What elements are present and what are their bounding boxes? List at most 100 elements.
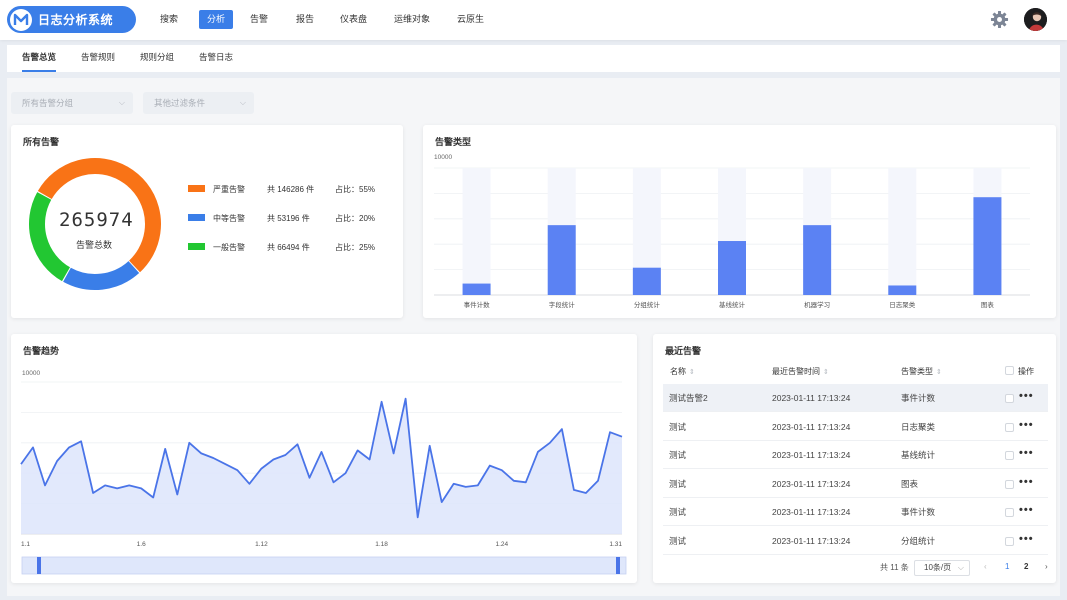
zoom-slider-handle-right[interactable] [616, 557, 620, 574]
nav-item[interactable]: 运维对象 [394, 14, 431, 24]
row-checkbox[interactable] [1005, 422, 1014, 432]
column-type-header[interactable]: 告警类型 ⇕ [901, 367, 942, 376]
nav-item[interactable]: 告警 [250, 14, 269, 24]
table-row[interactable]: 测试 2023-01-11 17:13:24 图表 ••• [663, 470, 1048, 498]
row-checkbox[interactable] [1005, 536, 1014, 546]
nav-item[interactable]: 报告 [296, 14, 315, 24]
sort-icon[interactable]: ⇕ [936, 369, 942, 376]
trend-area [21, 398, 622, 534]
other-filter[interactable]: 其他过滤条件 ⌵ [143, 92, 254, 114]
x-tick-label: 图表 [981, 300, 995, 309]
more-actions-icon[interactable]: ••• [1019, 532, 1034, 545]
table-row[interactable]: 测试 2023-01-11 17:13:24 基线统计 ••• [663, 441, 1048, 469]
subtab-item[interactable]: 规则分组 [140, 52, 175, 62]
select-all-checkbox[interactable] [1005, 366, 1014, 375]
row-name: 测试告警2 [669, 393, 708, 403]
alert-trend-card: 告警趋势 10000 1.1 1.6 1.12 1.18 1.24 1.31 [11, 334, 637, 583]
row-time: 2023-01-11 17:13:24 [772, 478, 851, 489]
table-row[interactable]: 测试 2023-01-11 17:13:24 分组统计 ••• [663, 527, 1048, 555]
row-name: 测试 [669, 478, 687, 489]
more-actions-icon[interactable]: ••• [1019, 390, 1034, 402]
bar-基线统计[interactable] [718, 241, 746, 295]
more-actions-icon[interactable]: ••• [1019, 418, 1034, 431]
sort-icon[interactable]: ⇕ [823, 369, 829, 376]
donut-chart [25, 154, 165, 294]
prev-page-button[interactable]: ‹ [984, 562, 987, 571]
x-tick-label: 机器学习 [804, 300, 830, 309]
legend-swatch [188, 185, 205, 192]
logo-icon [10, 8, 32, 31]
bar-机器学习[interactable] [803, 225, 832, 295]
bar-字段统计[interactable] [547, 225, 576, 295]
total-alert-count: 265974 [59, 209, 134, 231]
nav-item[interactable]: 仪表盘 [340, 14, 368, 24]
row-name: 测试 [669, 450, 687, 460]
next-page-button[interactable]: › [1045, 562, 1048, 571]
nav-item[interactable]: 分析 [199, 10, 234, 29]
subtab-item[interactable]: 告警总览 [22, 45, 57, 72]
table-row[interactable]: 测试 2023-01-11 17:13:24 日志聚类 ••• [663, 413, 1048, 441]
nav-item[interactable]: 搜索 [160, 14, 179, 24]
page-1-button[interactable]: 1 [1005, 562, 1010, 571]
row-checkbox[interactable] [1005, 394, 1014, 403]
more-actions-icon[interactable]: ••• [1019, 475, 1034, 488]
x-tick-label: 1.18 [375, 541, 388, 548]
gear-icon[interactable] [990, 10, 1009, 29]
app-logo[interactable]: 日志分析系统 [7, 6, 136, 33]
column-actions-header: 操作 [1018, 367, 1034, 376]
table-row[interactable]: 测试 2023-01-11 17:13:24 事件计数 ••• [663, 498, 1048, 526]
more-actions-icon[interactable]: ••• [1019, 504, 1034, 516]
legend-ratio: 占比：55% [335, 185, 376, 194]
row-type: 图表 [901, 478, 919, 489]
all-alerts-title: 所有告警 [23, 137, 60, 147]
nav-item[interactable]: 云原生 [457, 14, 485, 24]
alert-trend-title: 告警趋势 [23, 346, 60, 356]
legend-ratio: 占比：20% [335, 214, 376, 223]
row-time: 2023-01-11 17:13:24 [772, 421, 851, 432]
row-time: 2023-01-11 17:13:24 [772, 507, 851, 517]
row-time: 2023-01-11 17:13:24 [772, 450, 851, 460]
legend-count: 共 66494 件 [267, 243, 310, 252]
chevron-down-icon: ⌵ [957, 563, 964, 572]
x-tick-label: 分组统计 [634, 300, 661, 309]
alert-group-filter[interactable]: 所有告警分组 ⌵ [11, 92, 133, 114]
alert-type-bar-chart: 10000 事件计数 字段统计 分组统计 基线统计 机器学习 日志聚类 图表 [434, 154, 1030, 309]
bar-日志聚类[interactable] [888, 285, 917, 295]
table-row[interactable]: 测试告警2 2023-01-11 17:13:24 事件计数 ••• [663, 384, 1048, 412]
alert-type-card: 告警类型 10000 事件计数 字段统计 分组统计 基线统计 机器学习 日志聚类 图表 [423, 125, 1056, 318]
y-max-label: 10000 [22, 370, 40, 377]
trend-line[interactable] [20, 397, 623, 519]
y-max-label: 10000 [434, 154, 452, 161]
row-name: 测试 [669, 507, 687, 517]
row-checkbox[interactable] [1005, 508, 1014, 517]
donut-slice[interactable] [25, 154, 165, 294]
zoom-slider-handle-left[interactable] [37, 557, 41, 574]
column-name-header[interactable]: 名称 ⇕ [670, 367, 695, 376]
row-type: 事件计数 [901, 393, 936, 403]
legend-name: 中等告警 [213, 214, 245, 223]
chevron-down-icon: ⌵ [118, 98, 125, 107]
bar-图表[interactable] [973, 197, 1002, 295]
zoom-slider-track[interactable] [21, 556, 627, 575]
user-avatar[interactable] [1024, 8, 1047, 31]
donut-slice[interactable] [25, 154, 165, 294]
row-checkbox[interactable] [1005, 451, 1014, 460]
subtab-item[interactable]: 告警规则 [81, 52, 116, 62]
recent-alerts-card: 最近告警 名称 ⇕ 最近告警时间 ⇕ 告警类型 ⇕ 操作 测试告警2 2023-01-1… [653, 334, 1056, 583]
row-checkbox[interactable] [1005, 479, 1014, 489]
more-actions-icon[interactable]: ••• [1019, 447, 1034, 459]
page-size-select[interactable]: 10条/页 ⌵ [914, 560, 970, 576]
bar-分组统计[interactable] [632, 267, 661, 295]
x-tick-label: 1.1 [21, 541, 30, 548]
x-tick-label: 字段统计 [549, 300, 576, 309]
page-2-button[interactable]: 2 [1024, 562, 1029, 571]
subtab-item[interactable]: 告警日志 [199, 52, 234, 62]
legend-swatch [188, 243, 205, 250]
column-time-header[interactable]: 最近告警时间 ⇕ [772, 367, 829, 376]
all-alerts-card: 所有告警 265974 告警总数 严重告警 共 146286 件 占比：55% 中等告… [11, 125, 403, 318]
row-time: 2023-01-11 17:13:24 [772, 535, 851, 546]
bar-事件计数[interactable] [462, 283, 491, 295]
page-size-value: 10条/页 [924, 563, 952, 572]
sort-icon[interactable]: ⇕ [689, 369, 695, 376]
legend-count: 共 53196 件 [267, 214, 310, 223]
